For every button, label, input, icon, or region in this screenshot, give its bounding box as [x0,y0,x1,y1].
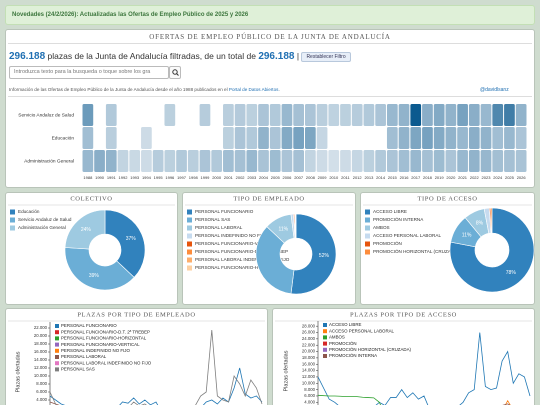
page-title: OFERTAS DE EMPLEO PÚBLICO DE LA JUNTA DE… [149,33,391,41]
filtered-count: 296.188 [9,51,46,62]
note-text: Información de las Ofertas de Empleo Púb… [9,87,228,92]
card [272,308,535,405]
search-input[interactable]: Introduzca texto para la busqueda o toqu… [9,66,169,79]
portal-link[interactable]: Portal de Datos Abiertos [228,87,279,92]
divider [8,43,532,44]
card [182,192,356,305]
search-icon [172,69,179,76]
count-text: plazas de la Junta de Andalucía filtrada… [47,51,256,61]
info-note: Información de las Ofertas de Empleo Púb… [9,87,280,92]
divider [8,96,532,97]
separator: | [296,51,300,61]
reset-button[interactable]: Restablecer Filtro [301,51,351,62]
search-button[interactable] [169,66,181,79]
news-banner: Novedades (24/2/2026): Actualizadas las … [5,5,535,25]
card [360,192,535,305]
author-link[interactable]: @davidlsanz [480,87,509,93]
count-line: 296.188 plazas de la Junta de Andalucía … [9,51,351,62]
total-count: 296.188 [258,51,295,62]
card [5,308,268,405]
card [5,192,178,305]
note-end: . [278,87,280,92]
